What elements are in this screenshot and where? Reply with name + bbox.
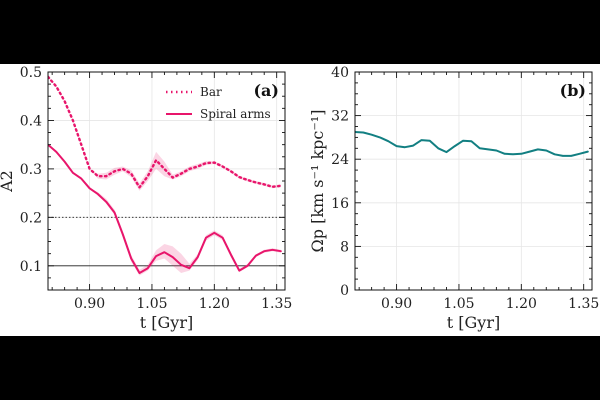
panel-label: (b) (560, 81, 586, 100)
x-tick-label: 1.05 (443, 296, 474, 312)
x-tick-label: 1.05 (136, 296, 167, 312)
series-line-bar (48, 75, 282, 189)
series-group (48, 75, 282, 276)
y-tick-label: 0 (340, 283, 349, 299)
y-tick-label: 16 (331, 196, 349, 212)
y-axis-label: A2 (0, 170, 16, 193)
legend: Bar Spiral arms (166, 85, 271, 121)
x-tick-label: 1.35 (568, 296, 599, 312)
series-band (48, 144, 281, 276)
x-tick-label: 1.35 (261, 296, 292, 312)
y-axis-label: Ωp [km s⁻¹ kpc⁻¹] (308, 110, 327, 253)
plot-frame (354, 71, 593, 291)
x-axis-label: t [Gyr] (140, 313, 193, 332)
x-axis-label: t [Gyr] (447, 313, 500, 332)
x-tick-label: 0.90 (381, 296, 412, 312)
y-tick-label: 24 (331, 152, 349, 168)
y-tick-label: 0.1 (20, 259, 42, 275)
panel-b: 0.90 1.05 1.20 1.35 0 8 16 24 32 40 t [Gyr] Ωp [km … (308, 65, 599, 332)
x-tick-label: 0.90 (74, 296, 105, 312)
y-tick-label: 8 (340, 239, 349, 255)
chart-svg: 0.90 1.05 1.20 1.35 0.1 0.2 0.3 0.4 0.5 t [Gyr] A2… (0, 65, 599, 332)
x-tick-label: 1.20 (199, 296, 230, 312)
y-tick-label: 32 (331, 109, 349, 125)
y-tick-label: 40 (331, 65, 349, 81)
panel-a: 0.90 1.05 1.20 1.35 0.1 0.2 0.3 0.4 0.5 t [Gyr] A2… (0, 65, 292, 332)
series-line-spiral-arms (48, 143, 282, 274)
panel-label: (a) (253, 81, 279, 100)
y-tick-label: 0.2 (20, 210, 42, 226)
legend-label: Spiral arms (200, 107, 271, 121)
y-tick-label: 0.4 (20, 113, 42, 129)
y-tick-label: 0.5 (20, 65, 42, 81)
legend-label: Bar (200, 85, 222, 99)
figure: 0.90 1.05 1.20 1.35 0.1 0.2 0.3 0.4 0.5 t [Gyr] A2… (0, 64, 600, 336)
series-band (48, 76, 281, 191)
series-line-omega-p (355, 131, 589, 157)
y-tick-label: 0.3 (20, 162, 42, 178)
series-group (355, 131, 589, 157)
x-tick-label: 1.20 (506, 296, 537, 312)
